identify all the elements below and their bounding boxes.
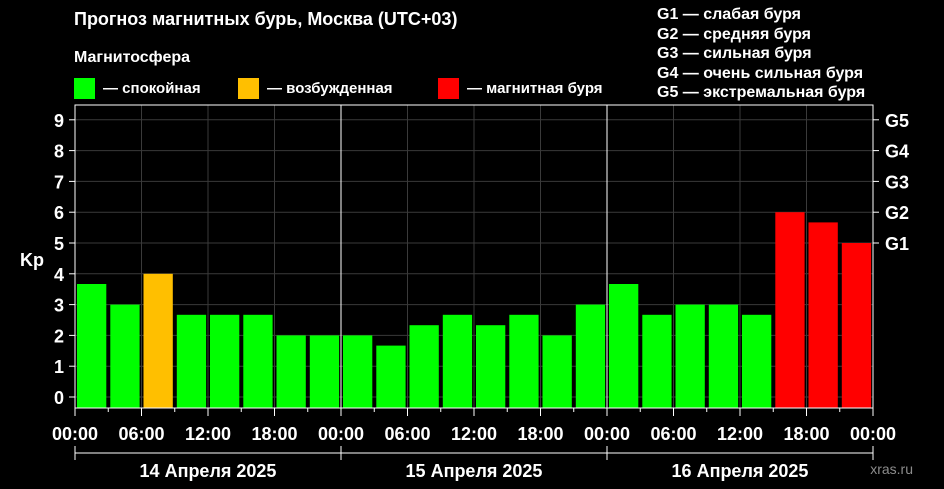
g-tick-label: G2 [885, 203, 909, 223]
y-tick-label: 7 [54, 172, 64, 192]
kp-bar [409, 325, 439, 408]
axes: 0 1 2 3 4 5 6 7 8 9 G1 G2 G3 G4 G5 00:00 06:00 12:00 18:00… [52, 104, 909, 481]
y-tick-label: 5 [54, 234, 64, 254]
g-tick-label: G5 [885, 111, 909, 131]
legend-swatch-excited [238, 78, 259, 99]
legend-label-excited: — возбужденная [267, 80, 393, 97]
y-tick-label: 2 [54, 326, 64, 346]
x-tick-label: 12:00 [185, 424, 231, 444]
kp-bar [808, 222, 838, 408]
x-tick-label: 00:00 [318, 424, 364, 444]
g-scale-item-g5: G5 — экстремальная буря [657, 84, 866, 101]
legend-title: Магнитосфера [74, 49, 191, 66]
grid [74, 105, 874, 408]
kp-bar [110, 304, 140, 408]
y-tick-label: 4 [54, 265, 64, 285]
kp-bar [442, 314, 473, 408]
x-tick-label: 18:00 [783, 424, 829, 444]
y-tick-label: 3 [54, 296, 64, 316]
day-label: 15 Апреля 2025 [406, 461, 543, 481]
kp-bar [642, 314, 672, 408]
bars [77, 212, 872, 408]
chart-title: Прогноз магнитных бурь, Москва (UTC+03) [74, 9, 458, 29]
kp-bar [210, 314, 240, 408]
x-tick-label: 06:00 [384, 424, 430, 444]
kp-bar [542, 335, 572, 408]
kp-bar [609, 284, 639, 408]
legend-label-calm: — спокойная [103, 80, 201, 97]
kp-bar [243, 314, 273, 408]
day-label: 14 Апреля 2025 [140, 461, 277, 481]
y-tick-label: 1 [54, 357, 64, 377]
x-tick-label: 06:00 [650, 424, 696, 444]
g-scale-item-g1: G1 — слабая буря [657, 6, 802, 23]
kp-bar [509, 314, 539, 408]
x-tick-label: 00:00 [52, 424, 98, 444]
legend-item-storm: — магнитная буря [438, 78, 603, 99]
legend-swatch-storm [438, 78, 459, 99]
g-scale-item-g4: G4 — очень сильная буря [657, 64, 864, 82]
kp-bar [176, 314, 207, 408]
kp-bar [841, 243, 872, 408]
y-tick-label: 8 [54, 142, 64, 162]
x-tick-label: 00:00 [850, 424, 896, 444]
kp-bar [143, 273, 173, 408]
kp-bar [476, 325, 506, 408]
g-scale-item-g2: G2 — средняя буря [657, 25, 811, 43]
x-tick-label: 12:00 [717, 424, 763, 444]
kp-bar [376, 345, 406, 408]
legend-label-storm: — магнитная буря [467, 80, 603, 97]
y-tick-label: 0 [54, 388, 64, 408]
x-tick-label: 06:00 [118, 424, 164, 444]
y-axis-label: Kp [20, 250, 44, 270]
kp-bar [77, 284, 107, 408]
watermark: xras.ru [870, 461, 913, 477]
kp-bar [343, 335, 373, 408]
kp-bar [309, 335, 340, 408]
kp-bar [742, 314, 772, 408]
g-scale-legend: G1 — слабая буря G2 — средняя буря G3 — … [657, 5, 865, 103]
g-tick-label: G3 [885, 172, 909, 192]
x-tick-label: 12:00 [451, 424, 497, 444]
legend-swatch-calm [74, 78, 95, 99]
x-tick-label: 00:00 [584, 424, 630, 444]
y-tick-label: 6 [54, 203, 64, 223]
legend-item-calm: — спокойная [74, 78, 201, 99]
kp-bar [775, 212, 805, 408]
g-tick-label: G4 [885, 142, 909, 162]
day-label: 16 Апреля 2025 [672, 461, 809, 481]
legend-item-excited: — возбужденная [238, 78, 393, 99]
x-tick-label: 18:00 [251, 424, 297, 444]
g-tick-label: G1 [885, 234, 909, 254]
y-tick-label: 9 [54, 111, 64, 131]
kp-bar [708, 304, 739, 408]
g-scale-item-g3: G3 — сильная буря [657, 45, 812, 62]
kp-bar [675, 304, 705, 408]
kp-bar [276, 335, 306, 408]
kp-bar [575, 304, 606, 408]
x-tick-label: 18:00 [517, 424, 563, 444]
